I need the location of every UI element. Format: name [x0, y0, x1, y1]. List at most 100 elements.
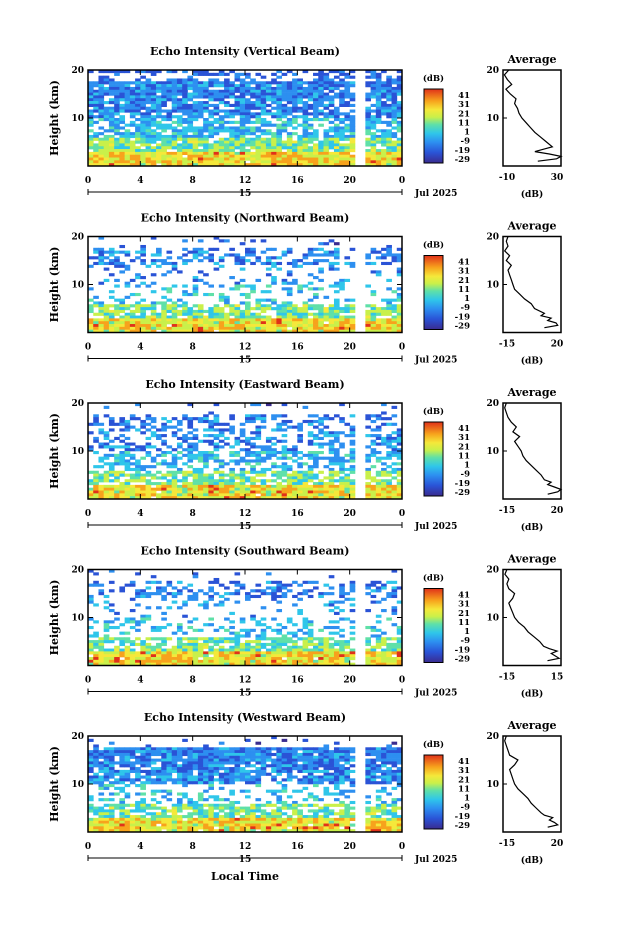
heatmap-cell	[145, 586, 152, 590]
heatmap-cell	[255, 645, 262, 649]
colorbar-tick-label: 1	[464, 627, 470, 637]
heatmap-cell	[234, 95, 241, 99]
heatmap-cell	[140, 106, 146, 110]
heatmap-cell	[161, 767, 167, 771]
heatmap-cell	[302, 493, 309, 497]
heatmap-cell	[328, 264, 335, 268]
heatmap-cell	[156, 146, 162, 150]
heatmap-cell	[276, 651, 283, 655]
heatmap-cell	[108, 473, 115, 477]
heatmap-cell	[229, 126, 235, 130]
heatmap-cell	[88, 657, 94, 661]
heatmap-cell	[271, 417, 277, 421]
heatmap-cell	[182, 318, 188, 322]
heatmap-cell	[156, 326, 162, 330]
heatmap-cell	[171, 462, 178, 466]
heatmap-cell	[250, 250, 256, 254]
heatmap-cell	[161, 617, 167, 621]
heatmap-cell	[328, 261, 335, 266]
heatmap-cell	[150, 290, 157, 294]
heatmap-cell	[124, 784, 131, 788]
heatmap-cell	[166, 261, 173, 266]
heatmap-cell	[114, 781, 120, 785]
heatmap-cell	[271, 81, 277, 85]
heatmap-cell	[135, 829, 141, 833]
heatmap-cell	[375, 92, 382, 96]
heatmap-cell	[203, 453, 209, 457]
heatmap-cell	[381, 163, 387, 167]
heatmap-cell	[208, 309, 214, 314]
heatmap-cell	[386, 594, 392, 599]
heatmap-cell	[171, 662, 178, 666]
heatmap-cell	[365, 648, 371, 652]
heatmap-cell	[218, 583, 225, 587]
heatmap-cell	[103, 662, 110, 666]
heatmap-cell	[224, 157, 230, 161]
heatmap-cell	[93, 312, 99, 316]
heatmap-cell	[182, 95, 188, 99]
heatmap-cell	[176, 118, 183, 122]
heatmap-cell	[171, 803, 178, 807]
heatmap-cell	[250, 115, 256, 119]
y-axis-label: Height (km)	[48, 580, 61, 656]
heatmap-cell	[103, 453, 110, 457]
heatmap-cell	[192, 309, 199, 314]
heatmap-cell	[271, 586, 277, 590]
heatmap-cell	[208, 123, 214, 127]
heatmap-cell	[375, 634, 382, 638]
heatmap-cell	[265, 284, 272, 288]
heatmap-cell	[161, 86, 167, 91]
heatmap-cell	[234, 648, 241, 652]
heatmap-cell	[396, 307, 403, 311]
heatmap-cell	[276, 106, 283, 110]
heatmap-cell	[297, 609, 303, 613]
heatmap-cell	[250, 146, 256, 150]
heatmap-cell	[365, 583, 371, 587]
heatmap-cell	[88, 112, 94, 116]
heatmap-cell	[213, 132, 220, 136]
heatmap-cell	[339, 487, 345, 491]
heatmap-cell	[145, 78, 152, 82]
heatmap-cell	[245, 120, 251, 124]
heatmap-cell	[156, 115, 162, 119]
heatmap-cell	[218, 603, 225, 607]
heatmap-cell	[103, 778, 110, 782]
heatmap-cell	[208, 434, 214, 438]
heatmap-cell	[292, 473, 298, 477]
heatmap-cell	[187, 140, 194, 144]
heatmap-cell	[135, 750, 141, 754]
heatmap-cell	[88, 775, 94, 779]
heatmap-cell	[307, 442, 314, 446]
heatmap-cell	[391, 462, 398, 466]
heatmap-cell	[323, 315, 330, 319]
heatmap-cell	[381, 70, 387, 74]
heatmap-cell	[192, 157, 199, 161]
heatmap-cell	[150, 575, 157, 579]
heatmap-cell	[281, 321, 288, 325]
heatmap-cell	[203, 496, 209, 500]
heatmap-cell	[203, 657, 209, 661]
heatmap-cell	[192, 493, 199, 497]
heatmap-cell	[339, 476, 345, 480]
heatmap-cell	[124, 329, 131, 333]
heatmap-cell	[239, 154, 246, 158]
heatmap-cell	[375, 157, 382, 161]
heatmap-cell	[365, 470, 371, 474]
heatmap-cell	[229, 445, 235, 449]
heatmap-cell	[286, 425, 293, 429]
heatmap-cell	[98, 236, 105, 240]
heatmap-cell	[182, 81, 188, 85]
heatmap-cell	[140, 137, 146, 141]
heatmap-cell	[218, 482, 225, 486]
heatmap-cell	[313, 72, 319, 76]
heatmap-cell	[171, 92, 178, 96]
heatmap-cell	[318, 92, 324, 96]
heatmap-cell	[192, 151, 199, 155]
heatmap-cell	[213, 89, 220, 93]
heatmap-cell	[375, 600, 382, 604]
heatmap-cell	[302, 490, 309, 494]
heatmap-cell	[375, 470, 382, 474]
heatmap-cell	[213, 247, 220, 251]
heatmap-cell	[88, 597, 94, 601]
heatmap-cell	[349, 487, 356, 491]
